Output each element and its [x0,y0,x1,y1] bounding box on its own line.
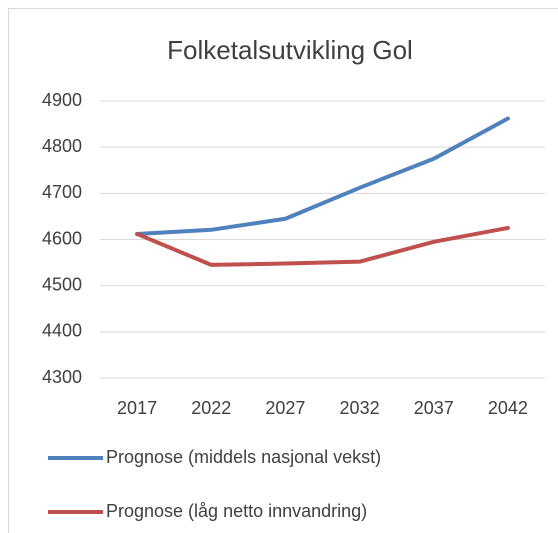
y-tick-label: 4400 [42,321,82,341]
y-tick-label: 4300 [42,367,82,387]
legend-label: Prognose (låg netto innvandring) [106,501,367,521]
x-tick-label: 2042 [488,398,528,418]
legend-label: Prognose (middels nasjonal vekst) [106,447,381,467]
x-tick-label: 2022 [191,398,231,418]
y-tick-label: 4600 [42,228,82,248]
line-series [135,116,510,236]
line-series [135,225,510,267]
y-tick-label: 4800 [42,136,82,156]
y-tick-label: 4900 [42,90,82,110]
y-tick-label: 4500 [42,274,82,294]
chart-title: Folketalsutvikling Gol [167,35,413,65]
x-tick-label: 2037 [414,398,454,418]
y-tick-label: 4700 [42,182,82,202]
x-tick-label: 2027 [265,398,305,418]
x-tick-label: 2032 [340,398,380,418]
x-tick-label: 2017 [117,398,157,418]
chart-border [8,8,558,533]
